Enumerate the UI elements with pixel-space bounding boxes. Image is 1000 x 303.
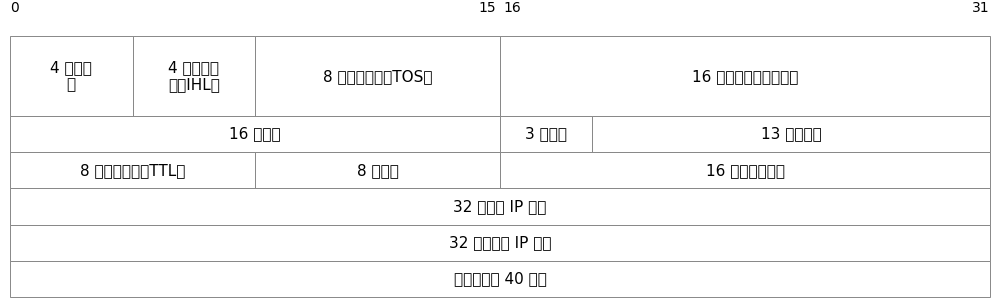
Bar xyxy=(500,152,990,188)
Text: 0: 0 xyxy=(10,1,19,15)
Text: 32 位源端 IP 地址: 32 位源端 IP 地址 xyxy=(453,199,547,214)
Text: 16 位总长度（字节数）: 16 位总长度（字节数） xyxy=(692,69,798,84)
Bar xyxy=(255,36,500,116)
Bar xyxy=(500,116,592,152)
Text: 15: 15 xyxy=(478,1,496,15)
Bar xyxy=(10,225,990,261)
Text: 8 位协议: 8 位协议 xyxy=(357,163,398,178)
Text: 4 位版本
号: 4 位版本 号 xyxy=(50,60,92,92)
Bar xyxy=(132,36,255,116)
Text: 16: 16 xyxy=(504,1,522,15)
Bar xyxy=(10,36,132,116)
Bar xyxy=(500,36,990,116)
Bar xyxy=(10,116,500,152)
Text: 8 位生存时间（TTL）: 8 位生存时间（TTL） xyxy=(80,163,185,178)
Bar xyxy=(10,188,990,225)
Bar xyxy=(592,116,990,152)
Text: 8 位服务类型（TOS）: 8 位服务类型（TOS） xyxy=(323,69,432,84)
Bar xyxy=(10,152,255,188)
Text: 16 位头部校验和: 16 位头部校验和 xyxy=(706,163,784,178)
Text: 选项，最多 40 字节: 选项，最多 40 字节 xyxy=(454,271,546,286)
Bar xyxy=(255,152,500,188)
Text: 32 位目的端 IP 地址: 32 位目的端 IP 地址 xyxy=(449,235,551,250)
Bar xyxy=(10,261,990,297)
Text: 16 位标识: 16 位标识 xyxy=(229,127,281,142)
Text: 13 位片偏移: 13 位片偏移 xyxy=(761,127,821,142)
Text: 4 位头部长
度（IHL）: 4 位头部长 度（IHL） xyxy=(168,60,220,92)
Text: 3 位标志: 3 位标志 xyxy=(525,127,567,142)
Text: 31: 31 xyxy=(972,1,990,15)
